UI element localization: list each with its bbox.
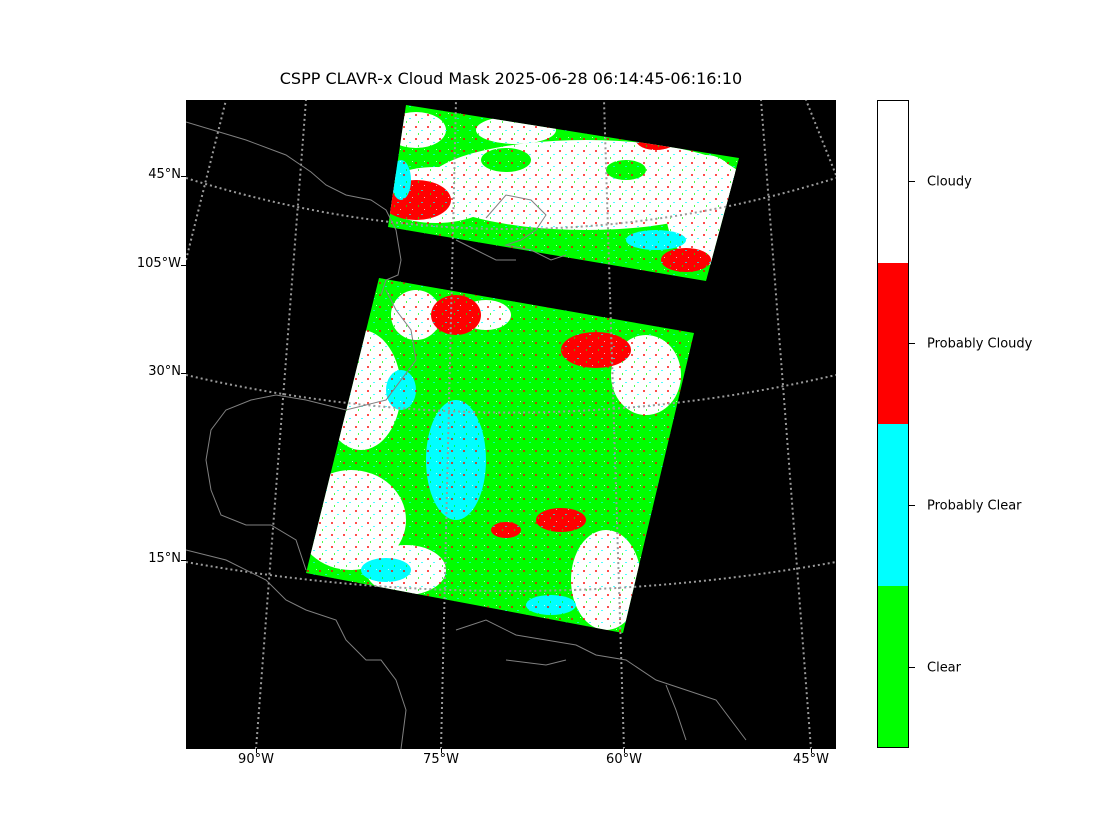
lat-tick — [181, 176, 186, 177]
colorbar-segment-cloudy — [878, 101, 908, 263]
colorbar-segment-probably-cloudy — [878, 262, 908, 424]
colorbar-tick — [909, 343, 915, 344]
lat-tick — [181, 560, 186, 561]
lat-label-15n: 15°N — [148, 551, 181, 566]
legend-label-probably-cloudy: Probably Cloudy — [927, 336, 1033, 352]
lon-tick — [811, 748, 812, 753]
legend-label-clear: Clear — [927, 660, 961, 676]
lon-label-45w: 45°W — [793, 752, 829, 767]
lon-label-90w: 90°W — [238, 752, 274, 767]
colorbar-tick — [909, 181, 915, 182]
colorbar-segment-probably-clear — [878, 424, 908, 586]
legend-label-probably-clear: Probably Clear — [927, 498, 1022, 514]
lat-label-45n: 45°N — [148, 167, 181, 182]
plot-title: CSPP CLAVR-x Cloud Mask 2025-06-28 06:14… — [279, 69, 743, 88]
lat-tick — [181, 373, 186, 374]
lon-tick — [624, 748, 625, 753]
lon-tick — [256, 748, 257, 753]
colorbar-segment-clear — [878, 585, 908, 747]
coastlines — [186, 121, 747, 749]
lat-label-30n: 30°N — [148, 364, 181, 379]
cloud-mask-map — [186, 100, 836, 749]
graticule — [186, 100, 836, 749]
satellite-swath-south — [306, 278, 694, 633]
lon-tick — [441, 748, 442, 753]
colorbar — [877, 100, 909, 748]
colorbar-tick — [909, 667, 915, 668]
lon-label-105w: 105°W — [136, 256, 181, 271]
lat-tick — [181, 265, 186, 266]
lon-label-75w: 75°W — [423, 752, 459, 767]
lon-label-60w: 60°W — [606, 752, 642, 767]
legend-label-cloudy: Cloudy — [927, 174, 972, 190]
colorbar-tick — [909, 505, 915, 506]
